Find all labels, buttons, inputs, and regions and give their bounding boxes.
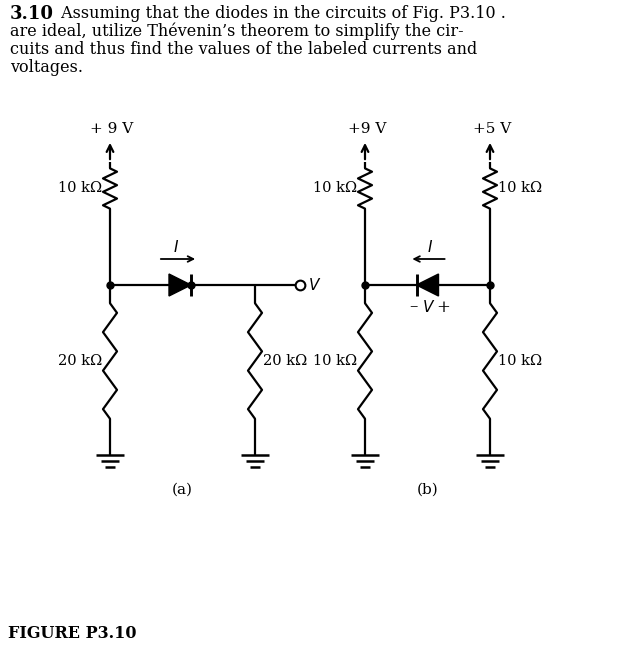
Text: –: –: [410, 298, 418, 315]
Text: 10 kΩ: 10 kΩ: [58, 182, 102, 195]
Text: +: +: [437, 298, 450, 315]
Text: 20 kΩ: 20 kΩ: [58, 354, 102, 368]
Text: voltages.: voltages.: [10, 59, 83, 76]
Text: FIGURE P3.10: FIGURE P3.10: [8, 625, 136, 642]
Text: are ideal, utilize Thévenin’s theorem to simplify the cir-: are ideal, utilize Thévenin’s theorem to…: [10, 23, 463, 40]
Polygon shape: [417, 274, 439, 296]
Text: 20 kΩ: 20 kΩ: [263, 354, 307, 368]
Text: 10 kΩ: 10 kΩ: [313, 182, 357, 195]
Text: +9 V: +9 V: [348, 122, 386, 136]
Text: 3.10: 3.10: [10, 5, 54, 23]
Text: cuits and thus find the values of the labeled currents and: cuits and thus find the values of the la…: [10, 41, 477, 58]
Text: +5 V: +5 V: [473, 122, 511, 136]
Text: (b): (b): [417, 483, 438, 497]
Text: 10 kΩ: 10 kΩ: [498, 354, 542, 368]
Text: $I$: $I$: [427, 239, 434, 255]
Text: $V$: $V$: [308, 277, 321, 293]
Text: $I$: $I$: [173, 239, 179, 255]
Text: 10 kΩ: 10 kΩ: [313, 354, 357, 368]
Text: (a): (a): [172, 483, 193, 497]
Text: $V$: $V$: [422, 299, 435, 315]
Text: 10 kΩ: 10 kΩ: [498, 182, 542, 195]
Text: Assuming that the diodes in the circuits of Fig. P3.10 .: Assuming that the diodes in the circuits…: [56, 5, 506, 22]
Polygon shape: [169, 274, 191, 296]
Text: + 9 V: + 9 V: [91, 122, 134, 136]
